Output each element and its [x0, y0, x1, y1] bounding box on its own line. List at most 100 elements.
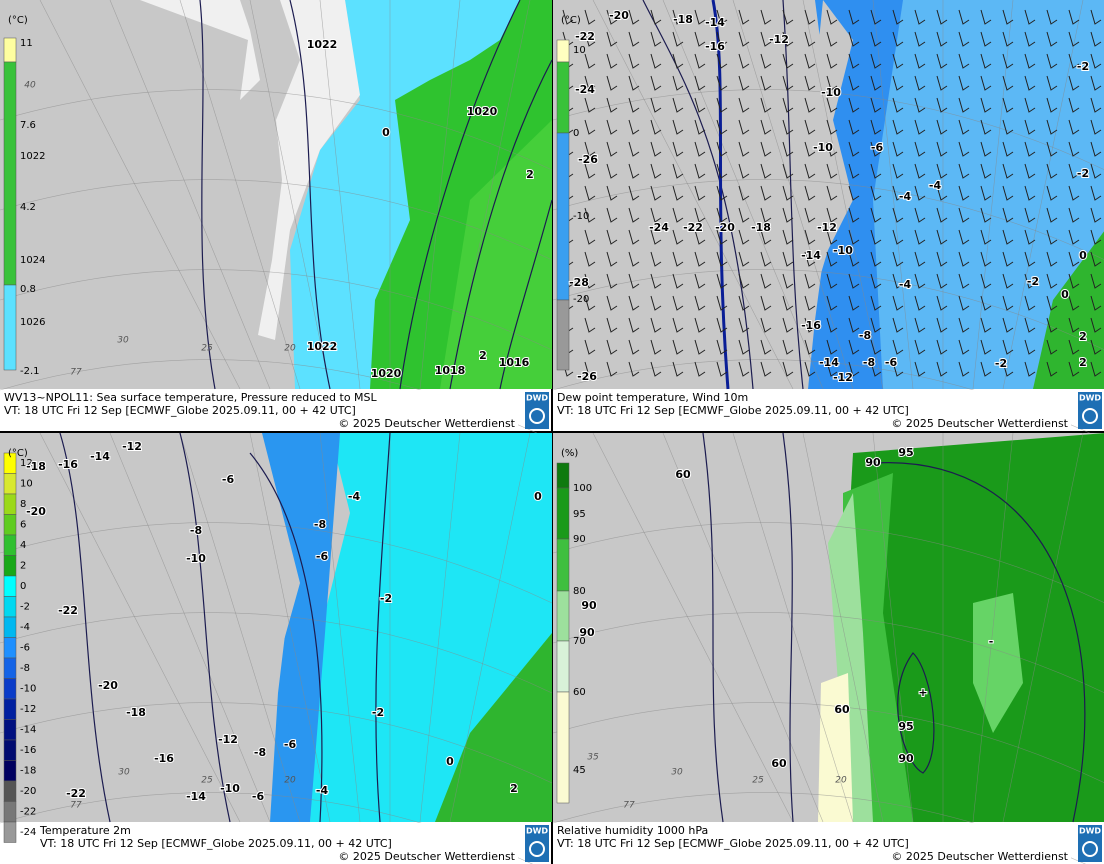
graticule — [0, 179, 553, 261]
wind-barb — [870, 31, 882, 47]
wind-barb — [694, 31, 706, 47]
wind-barb — [936, 163, 948, 179]
wind-barb — [914, 207, 926, 223]
wind-barb — [870, 53, 882, 69]
wind-barb — [870, 185, 882, 201]
contour-label: -20 — [26, 505, 46, 518]
legend-swatch — [3, 473, 17, 495]
contour-label: 1016 — [499, 356, 530, 369]
wind-barb — [694, 317, 706, 333]
contour-label: -24 — [649, 221, 669, 234]
wind-barb — [606, 295, 618, 311]
wind-barb — [1002, 185, 1014, 201]
wind-barb — [584, 207, 596, 223]
wind-barb — [716, 273, 728, 289]
wind-barb — [672, 97, 684, 113]
wind-barb — [694, 75, 706, 91]
wind-barb — [584, 273, 596, 289]
wind-barb — [738, 119, 750, 135]
graticule — [552, 269, 1104, 350]
graticule — [802, 0, 884, 390]
legend-unit: (°C) — [8, 15, 28, 26]
wind-barb — [936, 361, 948, 377]
wind-barb — [1090, 75, 1102, 91]
graticule — [1002, 0, 1084, 390]
wind-barb — [628, 185, 640, 201]
caption-bg — [2, 390, 518, 431]
wind-barb — [848, 75, 860, 91]
wind-barb — [1068, 119, 1080, 135]
caption-bg — [555, 390, 1071, 431]
wind-barb — [1024, 75, 1036, 91]
wind-barb — [738, 317, 750, 333]
wind-barb — [1068, 163, 1080, 179]
wind-barb — [606, 251, 618, 267]
wind-barb — [804, 295, 816, 311]
legend-label: 2 — [20, 561, 26, 572]
contour-label: 1020 — [467, 105, 498, 118]
wind-barb — [694, 207, 706, 223]
wind-barb — [1046, 207, 1058, 223]
caption-bg — [555, 823, 1071, 864]
legend-label: 45 — [573, 765, 586, 776]
legend-label: 90 — [573, 534, 586, 545]
wind-barb — [914, 185, 926, 201]
wind-barb — [584, 31, 596, 47]
wind-barb — [606, 339, 618, 355]
graticule-label: 20 — [284, 344, 296, 354]
wind-barb — [760, 229, 772, 245]
wind-barb — [1090, 317, 1102, 333]
contour-label: -14 — [705, 16, 725, 29]
wind-barb — [672, 229, 684, 245]
graticule — [552, 612, 1104, 693]
legend-label: -2.1 — [20, 366, 40, 377]
wind-barb — [650, 97, 662, 113]
contour-label: -10 — [821, 86, 841, 99]
wind-barb — [958, 75, 970, 91]
wind-barb — [782, 207, 794, 223]
wind-barb — [782, 53, 794, 69]
wind-barb — [782, 185, 794, 201]
wind-barb — [914, 53, 926, 69]
graticule — [0, 522, 553, 604]
wind-barb — [672, 251, 684, 267]
wind-barb — [672, 53, 684, 69]
contour-label: -4 — [348, 490, 361, 503]
wind-barb — [826, 31, 838, 47]
contour — [499, 199, 553, 390]
legend-label: -6 — [20, 643, 30, 654]
contour — [399, 0, 521, 390]
wind-barb — [1068, 339, 1080, 355]
contour-label: 0 — [1079, 249, 1087, 262]
wind-barb — [650, 339, 662, 355]
wind-barb — [870, 9, 882, 25]
wind-barb — [628, 339, 640, 355]
wind-barb — [694, 339, 706, 355]
graticule — [419, 0, 461, 390]
wind-barb — [738, 229, 750, 245]
wind-barb — [1068, 141, 1080, 157]
graticule — [592, 0, 794, 390]
contour-label: -24 — [575, 83, 595, 96]
wind-barb — [892, 53, 904, 69]
wind-barb — [892, 141, 904, 157]
graticule — [552, 702, 1104, 783]
contour-label: -2 — [372, 706, 384, 719]
wind-barb — [1002, 9, 1014, 25]
wind-barb — [584, 119, 596, 135]
wind-barb — [804, 339, 816, 355]
contour-label: -8 — [254, 746, 266, 759]
graticule — [0, 702, 553, 784]
caption-time: VT: 18 UTC Fri 12 Sep [ECMWF_Globe 2025.… — [4, 404, 356, 417]
wind-barb — [848, 251, 860, 267]
land-coast — [240, 433, 290, 822]
temp-blue — [262, 433, 340, 822]
wind-barb — [936, 317, 948, 333]
wind-barb — [716, 339, 728, 355]
wind-barb — [628, 207, 640, 223]
legend-swatch — [3, 719, 17, 741]
wind-barb — [958, 229, 970, 245]
wind-barb — [870, 273, 882, 289]
wind-barb — [1002, 141, 1014, 157]
legend-label: 8 — [20, 499, 26, 510]
